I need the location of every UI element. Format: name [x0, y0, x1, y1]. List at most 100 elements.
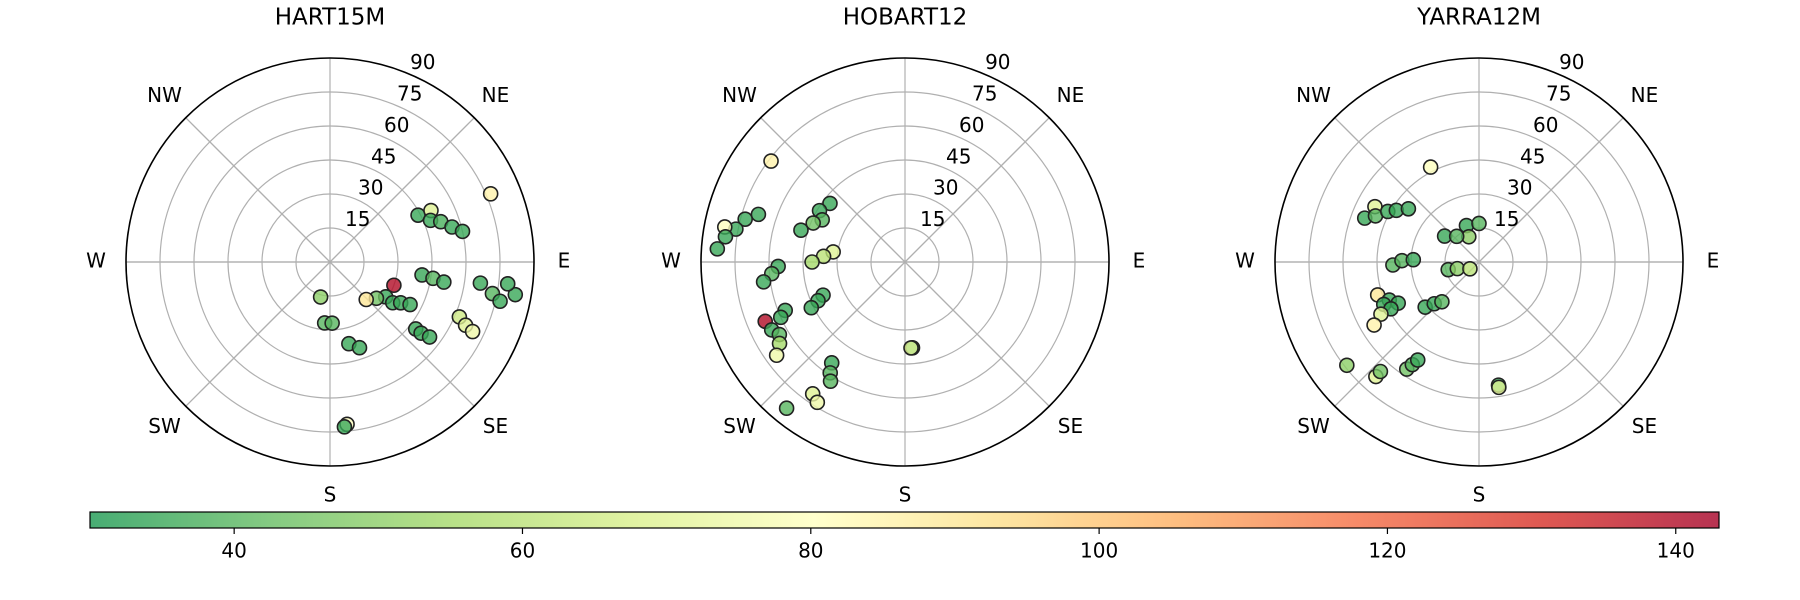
chart-title: HOBART12 — [843, 5, 968, 31]
angular-tick-label: NE — [1057, 83, 1085, 107]
scatter-point — [436, 274, 452, 290]
colorbar-tick-label: 140 — [1657, 539, 1695, 563]
radial-tick-label: 15 — [920, 207, 945, 231]
radial-tick-label: 60 — [959, 113, 984, 137]
angular-tick-label: SW — [148, 414, 181, 438]
angular-tick-label: W — [661, 249, 681, 273]
angular-tick-label: NE — [482, 83, 510, 107]
polar-plot: YARRA12M 15 30 45 60 75 90 NE E SE S SW W NW — [1235, 5, 1719, 507]
scatter-point — [803, 299, 820, 316]
scatter-point — [763, 153, 779, 169]
angular-tick-label: SE — [1632, 414, 1657, 438]
radial-tick-label: 30 — [933, 176, 958, 200]
radial-tick-label: 30 — [1507, 176, 1532, 200]
scatter-point — [1462, 261, 1478, 277]
radial-tick-label: 60 — [384, 113, 409, 137]
angular-tick-label: E — [558, 249, 571, 273]
radial-grid-line — [227, 159, 433, 365]
chart-title: YARRA12M — [1416, 5, 1541, 31]
polar-plot: HART15M 15 30 45 60 75 90 NE E SE S SW W NW — [86, 5, 570, 507]
scatter-point — [1491, 379, 1507, 396]
radial-grid-line — [836, 193, 974, 331]
colorbar-tick-label: 40 — [221, 539, 246, 563]
radial-grid-line — [870, 227, 940, 297]
angular-tick-label: NW — [1296, 83, 1331, 107]
angular-tick-label: SE — [1058, 414, 1083, 438]
scatter-point — [1366, 317, 1382, 333]
scatter-point — [312, 289, 329, 305]
scatter-point — [358, 291, 375, 308]
colorbar-tick-label: 120 — [1368, 539, 1406, 563]
scatter-point — [499, 276, 516, 292]
radial-tick-label: 90 — [410, 50, 435, 74]
scatter-point — [482, 186, 499, 202]
scatter-point — [717, 228, 734, 245]
radial-tick-label: 90 — [1559, 50, 1584, 74]
radial-tick-label: 60 — [1533, 113, 1558, 137]
angular-tick-label: NW — [722, 83, 757, 107]
colorbar-tick-label: 100 — [1080, 539, 1118, 563]
scatter-point — [1471, 215, 1487, 232]
scatter-point — [755, 274, 772, 290]
colorbar-tick-label: 60 — [510, 539, 535, 563]
polar-plot: HOBART12 15 30 45 60 75 90 NE E SE S SW W NW — [661, 5, 1145, 507]
radial-tick-label: 15 — [1494, 207, 1519, 231]
chart-title: HART15M — [275, 5, 386, 31]
radial-tick-label: 90 — [985, 50, 1010, 74]
radial-tick-label: 15 — [345, 207, 370, 231]
colorbar — [89, 511, 1720, 529]
angular-tick-label: W — [86, 249, 106, 273]
scatter-point — [1409, 352, 1426, 368]
scatter-point — [809, 394, 826, 411]
scatter-point — [805, 215, 821, 231]
radial-grid-line — [1342, 125, 1616, 399]
scatter-point — [324, 315, 340, 331]
scatter-point — [793, 222, 809, 238]
polar-frame — [1274, 57, 1684, 467]
scatter-point — [903, 340, 919, 356]
radial-tick-label: 45 — [371, 144, 396, 168]
radial-grid-line — [295, 227, 365, 297]
scatter-point — [336, 419, 353, 435]
radial-tick-label: 45 — [1520, 144, 1545, 168]
scatter-point — [1372, 363, 1389, 380]
angular-tick-label: W — [1235, 249, 1255, 273]
scatter-point — [822, 195, 838, 212]
scatter-point — [1434, 293, 1450, 310]
angular-tick-label: SW — [1297, 414, 1330, 438]
scatter-point — [1405, 251, 1422, 268]
scatter-point — [1422, 159, 1439, 175]
scatter-point — [472, 275, 489, 291]
angular-tick-label: S — [899, 483, 912, 507]
radial-tick-label: 30 — [358, 176, 383, 200]
scatter-point — [507, 286, 524, 303]
polar-frame — [700, 57, 1110, 467]
radial-tick-label: 75 — [397, 81, 422, 105]
scatter-point — [772, 309, 789, 326]
scatter-point — [402, 296, 418, 313]
radial-grid-line — [1308, 91, 1650, 433]
scatter-point — [768, 347, 785, 364]
scatter-point — [709, 241, 726, 257]
radial-grid-line — [768, 125, 1042, 399]
scatter-point — [750, 206, 767, 223]
radial-tick-label: 45 — [946, 144, 971, 168]
scatter-point — [804, 254, 820, 270]
scatter-point — [454, 223, 471, 240]
angular-tick-label: E — [1707, 249, 1720, 273]
scatter-point — [1339, 357, 1355, 374]
angular-tick-label: NE — [1631, 83, 1659, 107]
scatter-point — [351, 339, 368, 356]
angular-tick-label: SW — [723, 414, 756, 438]
radial-grid-line — [193, 125, 467, 399]
colorbar-tick-label: 80 — [798, 539, 823, 563]
scatter-point — [778, 400, 795, 417]
radial-grid-line — [1376, 159, 1582, 365]
radial-grid-line — [734, 91, 1076, 433]
scatter-point — [1448, 228, 1465, 245]
angular-tick-label: SE — [483, 414, 508, 438]
scatter-point — [492, 293, 508, 310]
scatter-point — [737, 211, 753, 227]
radial-grid-line — [802, 159, 1008, 365]
